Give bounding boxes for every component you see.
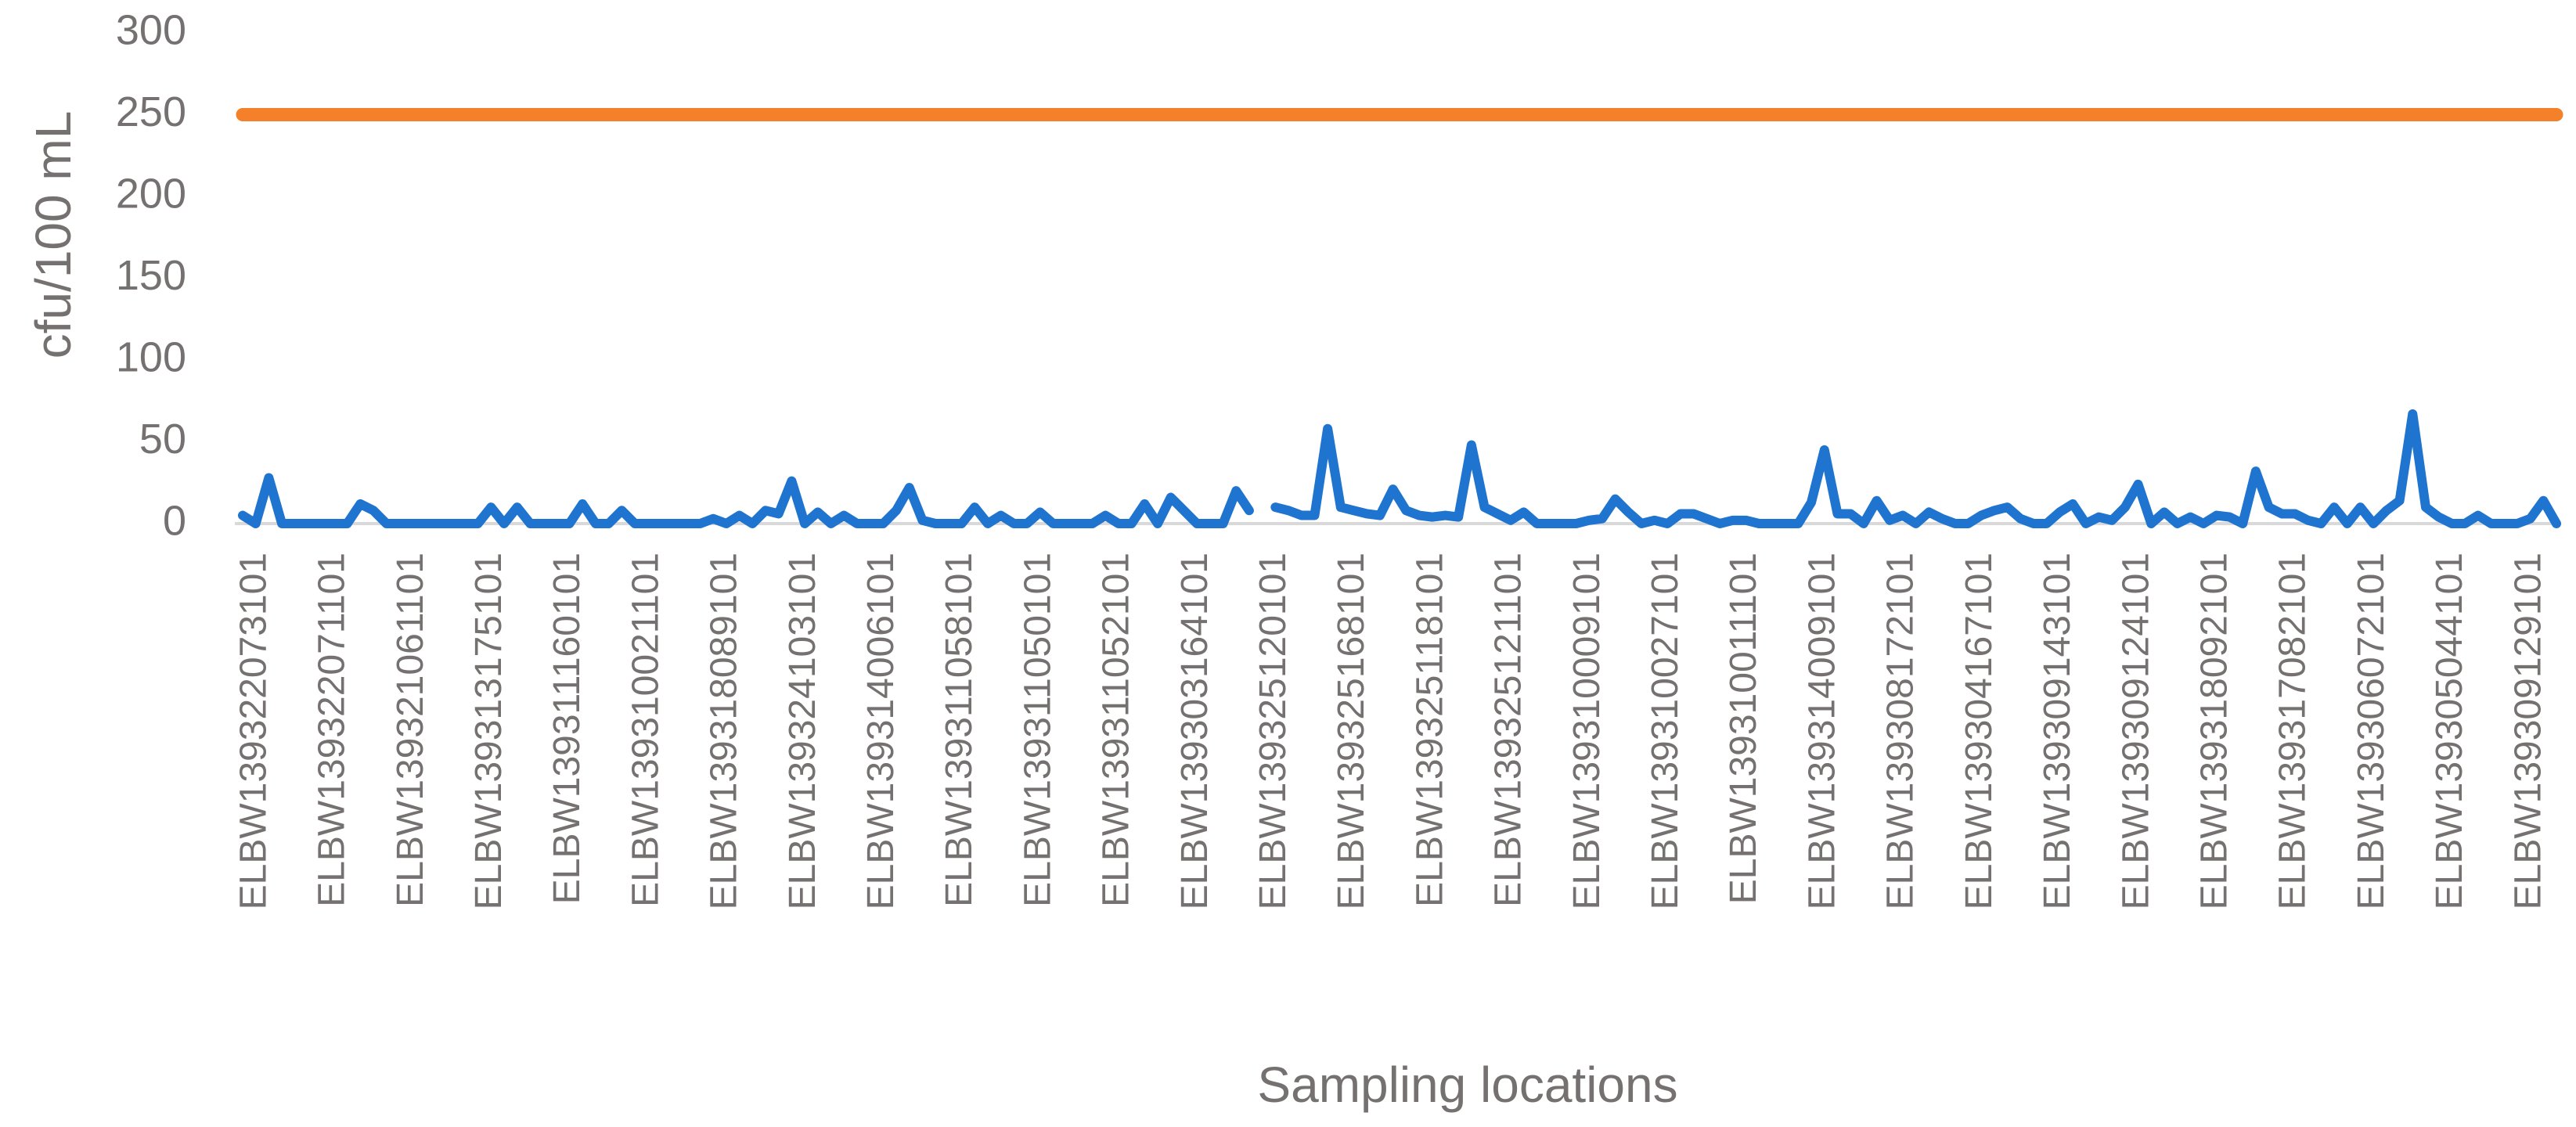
x-tick-label: ELBW139325121101 xyxy=(1488,553,1529,907)
x-tick-label: ELBW139322071101 xyxy=(312,553,353,907)
x-tick-label: ELBW139324103101 xyxy=(782,553,823,909)
x-tick-label: ELBW139309143101 xyxy=(2037,553,2078,909)
x-tick-label: ELBW139304167101 xyxy=(1958,553,2000,909)
x-tick-label: ELBW139317082101 xyxy=(2272,553,2314,909)
x-axis-title: Sampling locations xyxy=(1257,1057,1677,1113)
y-tick-label: 50 xyxy=(139,416,186,463)
x-tick-label: ELBW139311052101 xyxy=(1096,553,1137,907)
x-tick-label: ELBW139318092101 xyxy=(2193,553,2235,909)
x-tick-label: ELBW139311160101 xyxy=(546,553,588,904)
x-tick-label: ELBW139310009101 xyxy=(1566,553,1608,909)
x-tick-label: ELBW139322073101 xyxy=(232,553,274,909)
y-tick-label: 300 xyxy=(116,6,186,53)
x-tick-label: ELBW139325118101 xyxy=(1409,553,1450,907)
y-tick-label: 100 xyxy=(116,333,186,380)
x-tick-label: ELBW139325120101 xyxy=(1252,553,1294,909)
x-tick-label: ELBW139310021101 xyxy=(625,553,666,907)
x-tick-label: ELBW139309124101 xyxy=(2115,553,2156,909)
y-tick-label: 0 xyxy=(163,497,186,544)
x-tick-label: ELBW139314009101 xyxy=(1801,553,1843,909)
x-tick-label: ELBW139314006101 xyxy=(860,553,902,909)
x-tick-label: ELBW139303164101 xyxy=(1174,553,1216,909)
x-tick-label: ELBW139308172101 xyxy=(1880,553,1922,909)
y-tick-label: 250 xyxy=(116,88,186,135)
y-tick-label: 200 xyxy=(116,170,186,217)
x-tick-label: ELBW139311050101 xyxy=(1017,553,1058,907)
x-tick-label: ELBW139310011101 xyxy=(1723,553,1764,904)
x-tick-label: ELBW139318089101 xyxy=(704,553,745,909)
x-tick-label: ELBW139311058101 xyxy=(939,553,980,907)
x-tick-label: ELBW139321061101 xyxy=(390,553,431,907)
x-tick-label: ELBW139309129101 xyxy=(2507,553,2549,909)
x-tick-label: ELBW139306072101 xyxy=(2351,553,2392,909)
x-tick-label: ELBW139305044101 xyxy=(2429,553,2470,909)
y-tick-label: 150 xyxy=(116,252,186,299)
x-tick-label: ELBW139313175101 xyxy=(468,553,510,909)
y-axis-title: cfu/100 mL xyxy=(25,111,81,359)
data-line xyxy=(238,409,2561,528)
x-tick-label: ELBW139310027101 xyxy=(1645,553,1686,909)
x-tick-label: ELBW139325168101 xyxy=(1331,553,1372,909)
